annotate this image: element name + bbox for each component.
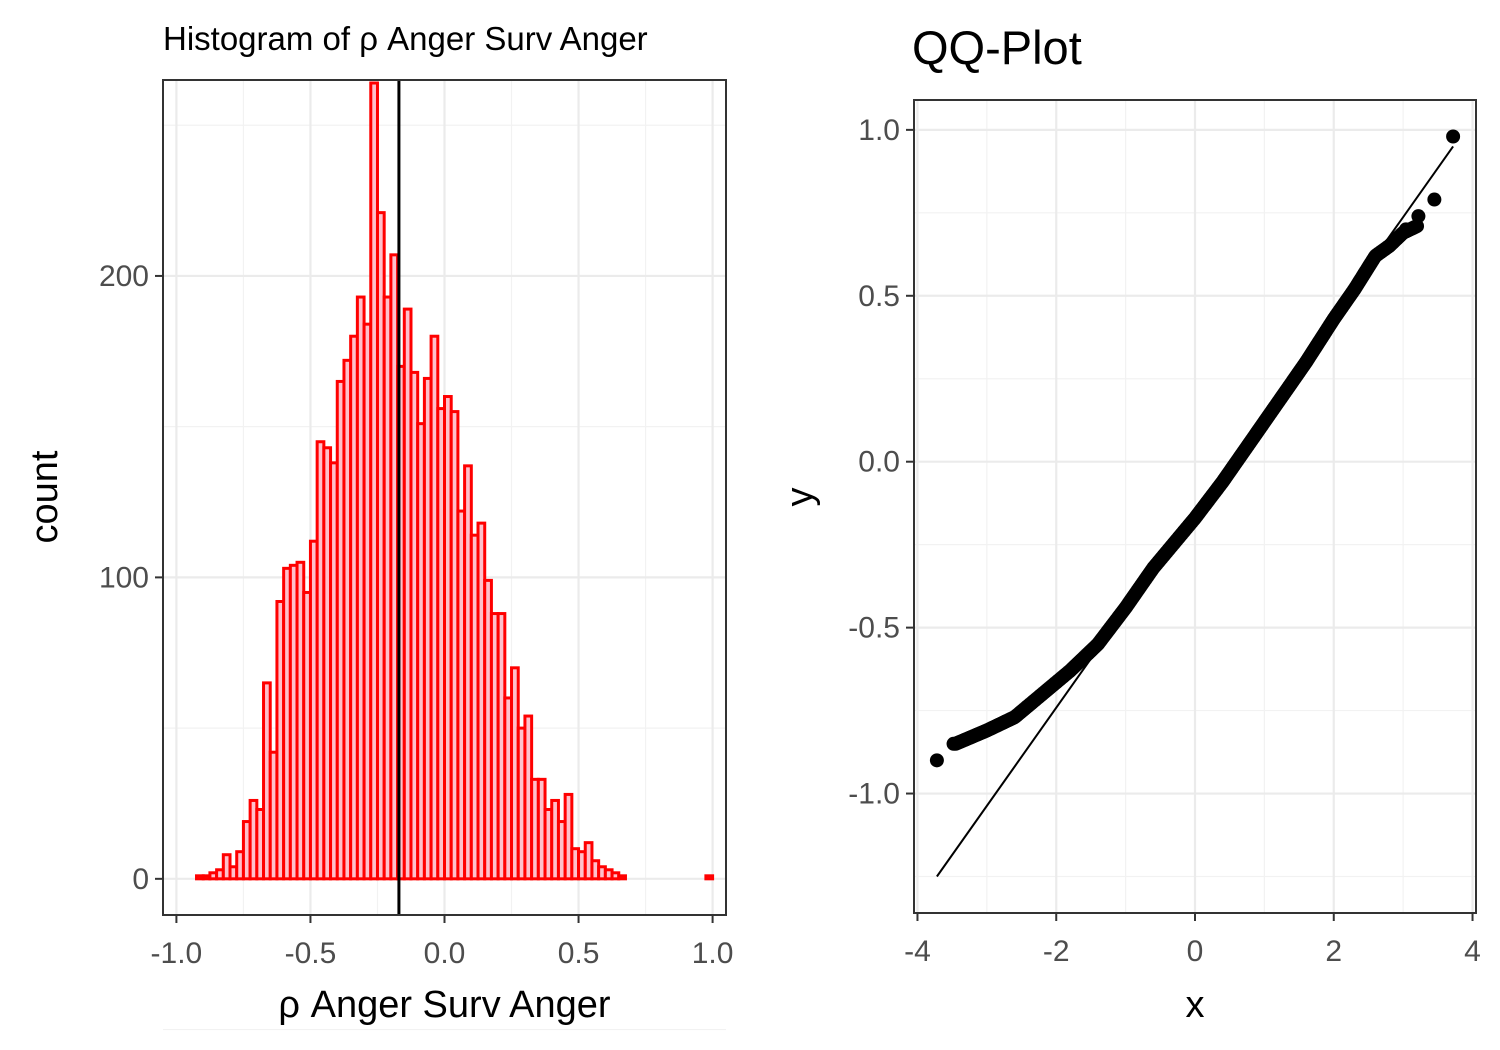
qq-plot-chart: QQ-Plot -4 -2 0 2 4 -1.0 -0.5 0.0 0.5 1.0 x y <box>779 21 1481 1026</box>
histogram-x-axis: -1.0 -0.5 0.0 0.5 1.0 <box>151 915 734 970</box>
x-tick-label: 1.0 <box>692 937 734 970</box>
y-tick-label: -1.0 <box>848 778 900 811</box>
histogram-y-axis: 0 100 200 <box>99 260 163 896</box>
qq-point <box>946 736 961 751</box>
x-tick-label: -4 <box>904 935 931 968</box>
histogram-x-axis-title: ρ Anger Surv Anger <box>278 984 610 1026</box>
histogram-bars <box>195 81 715 881</box>
histogram-y-axis-title: count <box>24 450 66 543</box>
histogram-title: Histogram of ρ Anger Surv Anger <box>163 20 648 57</box>
qq-reference-line <box>936 145 1454 878</box>
x-tick-label: -0.5 <box>285 937 337 970</box>
x-tick-label: 0.5 <box>558 937 600 970</box>
qq-point <box>1427 192 1442 207</box>
y-tick-label: 0.0 <box>858 446 900 479</box>
qq-point <box>1398 222 1413 237</box>
x-tick-label: -2 <box>1043 935 1070 968</box>
x-tick-label: 2 <box>1325 935 1342 968</box>
y-tick-label: 100 <box>99 561 149 594</box>
histogram-bar <box>563 792 574 881</box>
x-tick-label: 4 <box>1464 935 1481 968</box>
qq-plot-y-axis-title: y <box>779 488 821 507</box>
x-tick-label: 0.0 <box>424 937 466 970</box>
y-tick-label: -0.5 <box>848 612 900 645</box>
qq-plot-x-axis-title: x <box>1186 984 1205 1026</box>
qq-point <box>1411 209 1426 224</box>
histogram-bar <box>617 874 627 881</box>
qq-plot-x-axis: -4 -2 0 2 4 <box>904 913 1481 968</box>
y-tick-label: 0.5 <box>858 280 900 313</box>
histogram-chart: Histogram of ρ Anger Surv Anger -1.0 -0.5… <box>24 20 734 1031</box>
qq-plot-y-axis: -1.0 -0.5 0.0 0.5 1.0 <box>848 114 914 811</box>
y-tick-label: 200 <box>99 260 149 293</box>
histogram-bar <box>704 874 715 881</box>
qq-point <box>929 753 944 768</box>
qq-plot-grid <box>914 100 1476 913</box>
qq-plot-title: QQ-Plot <box>912 21 1082 74</box>
qq-point <box>1446 129 1461 144</box>
x-tick-label: 0 <box>1187 935 1204 968</box>
y-tick-label: 1.0 <box>858 114 900 147</box>
x-tick-label: -1.0 <box>151 937 203 970</box>
y-tick-label: 0 <box>132 863 149 896</box>
